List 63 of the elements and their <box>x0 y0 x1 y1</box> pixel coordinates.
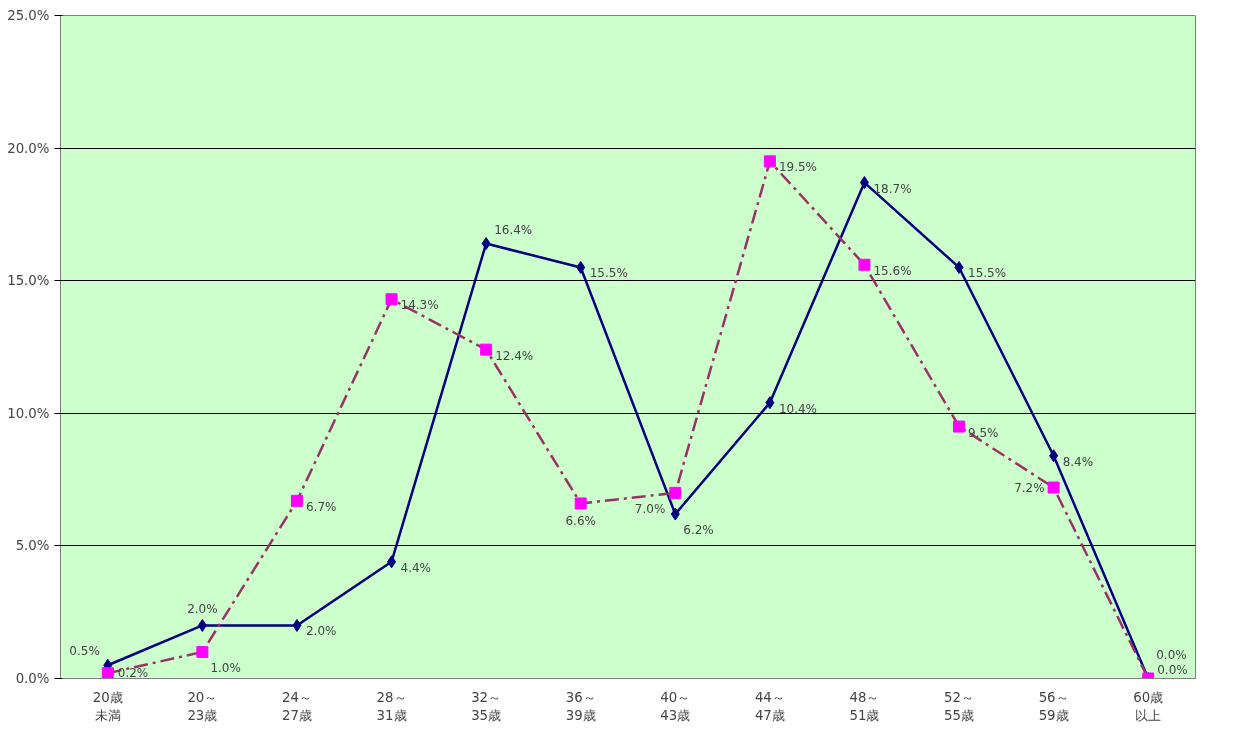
point <box>292 618 302 632</box>
point <box>290 494 303 507</box>
data-label: 15.5% <box>968 266 1007 281</box>
y-tick-label: 20.0% <box>7 140 50 156</box>
point <box>197 618 207 632</box>
data-label: 1.0% <box>210 660 241 675</box>
x-tick-label: 20歳未満 <box>92 689 123 723</box>
y-tick-label: 0.0% <box>15 671 50 686</box>
data-label: 0.0% <box>1157 662 1188 677</box>
x-tick-label: 40～43歳 <box>660 689 691 723</box>
x-tick-label: 56～59歳 <box>1038 689 1069 723</box>
point <box>385 293 398 306</box>
point <box>859 176 869 190</box>
y-tick-label: 15.0% <box>7 273 50 289</box>
data-label: 2.0% <box>305 624 337 639</box>
point <box>1049 449 1059 463</box>
y-tick-label: 10.0% <box>7 405 50 421</box>
x-tick-label: 24～27歳 <box>281 689 312 723</box>
point <box>765 396 775 410</box>
point <box>953 420 966 433</box>
data-label: 2.0% <box>187 602 218 617</box>
x-tick-label: 48～51歳 <box>849 689 880 723</box>
data-label: 18.7% <box>873 181 912 196</box>
data-label: 19.5% <box>778 160 817 175</box>
y-tick-label: 25.0% <box>7 8 50 23</box>
point <box>481 237 491 251</box>
data-label: 7.2% <box>1014 480 1045 495</box>
point <box>763 155 776 168</box>
y-tick-label: 5.0% <box>15 538 50 554</box>
data-label: 16.4% <box>494 222 533 237</box>
data-label: 0.0% <box>1156 647 1187 662</box>
point <box>669 486 682 499</box>
x-tick-label: 32～35歳 <box>471 689 502 723</box>
data-label: 6.7% <box>305 499 337 514</box>
data-label: 6.6% <box>565 514 596 529</box>
point <box>576 260 586 274</box>
data-label: 10.4% <box>778 401 817 416</box>
point <box>858 258 871 271</box>
x-tick-label: 28～31歳 <box>376 689 407 723</box>
x-tick-label: 44～47歳 <box>754 689 785 723</box>
x-tick-label: 20～23歳 <box>187 689 218 723</box>
x-tick-label: 52～55歳 <box>944 689 975 723</box>
data-label: 9.5% <box>968 425 999 440</box>
x-tick-label: 60歳以上 <box>1133 689 1164 723</box>
point <box>101 667 114 679</box>
point <box>574 497 587 510</box>
x-tick-label: 36～39歳 <box>565 689 596 723</box>
point <box>954 260 964 274</box>
data-label: 8.4% <box>1062 454 1094 469</box>
point <box>387 555 397 569</box>
data-label: 15.6% <box>873 263 912 278</box>
data-label: 0.5% <box>69 644 100 659</box>
point <box>1047 481 1060 494</box>
data-label: 4.4% <box>400 560 432 575</box>
data-label: 0.2% <box>117 666 149 681</box>
data-label: 15.5% <box>589 266 628 281</box>
data-label: 12.4% <box>495 348 534 363</box>
point <box>196 645 209 658</box>
point <box>670 507 680 521</box>
point <box>480 343 493 356</box>
data-label: 7.0% <box>634 501 666 516</box>
data-label: 6.2% <box>683 523 714 538</box>
data-label: 14.3% <box>400 298 439 313</box>
